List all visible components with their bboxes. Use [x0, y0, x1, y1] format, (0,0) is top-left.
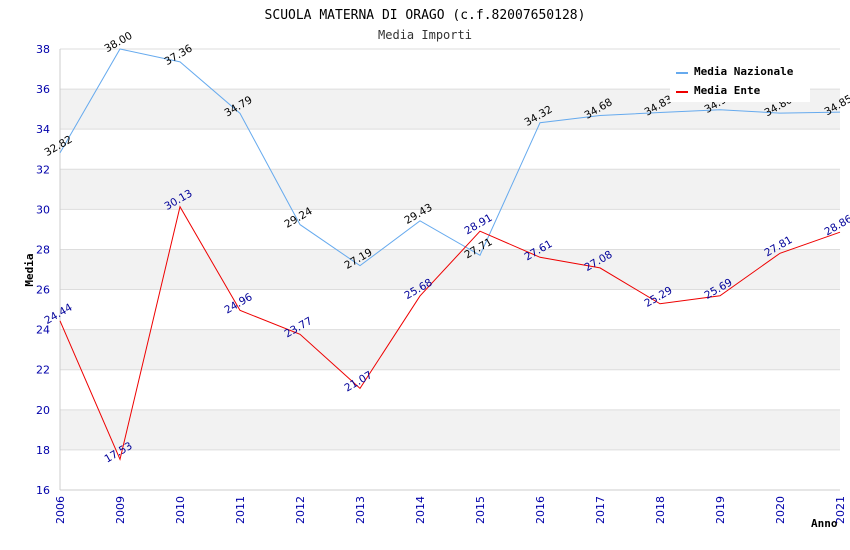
y-tick-label: 32 — [36, 163, 50, 176]
y-tick-label: 26 — [36, 284, 50, 297]
x-tick-label: 2012 — [294, 496, 307, 524]
y-tick-label: 34 — [36, 123, 50, 136]
x-tick-label: 2006 — [54, 496, 67, 524]
plot-background-bands — [60, 49, 840, 490]
x-tick-label: 2015 — [474, 496, 487, 524]
x-tick-labels: 2006 2009 2010 2011 2012 2013 2014 2015 2016 2017… — [54, 496, 847, 524]
y-tick-label: 20 — [36, 404, 50, 417]
series-lines — [59, 48, 841, 461]
x-tick-label: 2021 — [834, 496, 847, 524]
legend-label-media-nazionale: Media Nazionale — [694, 65, 794, 78]
plot-band — [60, 329, 840, 370]
series-line-1 — [59, 205, 841, 461]
x-tick-label: 2011 — [234, 496, 247, 524]
plot-band — [60, 409, 840, 450]
x-axis-label: Anno — [811, 517, 838, 530]
x-tick-label: 2014 — [414, 496, 427, 524]
y-tick-label: 16 — [36, 484, 50, 497]
x-tick-label: 2019 — [714, 496, 727, 524]
legend-background — [670, 62, 810, 102]
legend-label-media-ente: Media Ente — [694, 84, 761, 97]
x-tick-label: 2017 — [594, 496, 607, 524]
chart-title: SCUOLA MATERNA DI ORAGO (c.f.82007650128… — [265, 8, 586, 23]
y-tick-label: 24 — [36, 324, 50, 337]
plot-band — [60, 169, 840, 210]
x-tick-label: 2016 — [534, 496, 547, 524]
legend: Media Nazionale Media Ente — [670, 62, 810, 102]
x-tick-label: 2010 — [174, 496, 187, 524]
plot-band — [60, 449, 840, 490]
chart-subtitle: Media Importi — [378, 28, 472, 42]
y-tick-labels: 16 18 20 22 24 26 28 30 32 34 36 38 — [36, 43, 50, 497]
x-tick-label: 2020 — [774, 496, 787, 524]
y-tick-label: 36 — [36, 83, 50, 96]
y-tick-label: 18 — [36, 444, 50, 457]
y-axis-label: Media — [23, 253, 36, 286]
y-tick-label: 28 — [36, 243, 50, 256]
plot-band — [60, 129, 840, 170]
y-tick-label: 30 — [36, 203, 50, 216]
plot-band — [60, 289, 840, 330]
plot-band — [60, 209, 840, 250]
x-tick-label: 2018 — [654, 496, 667, 524]
plot-band — [60, 249, 840, 290]
y-tick-label: 38 — [36, 43, 50, 56]
y-tick-label: 22 — [36, 364, 50, 377]
plot-band — [60, 369, 840, 410]
x-tick-label: 2013 — [354, 496, 367, 524]
series-line-0 — [59, 48, 841, 267]
x-tick-label: 2009 — [114, 496, 127, 524]
